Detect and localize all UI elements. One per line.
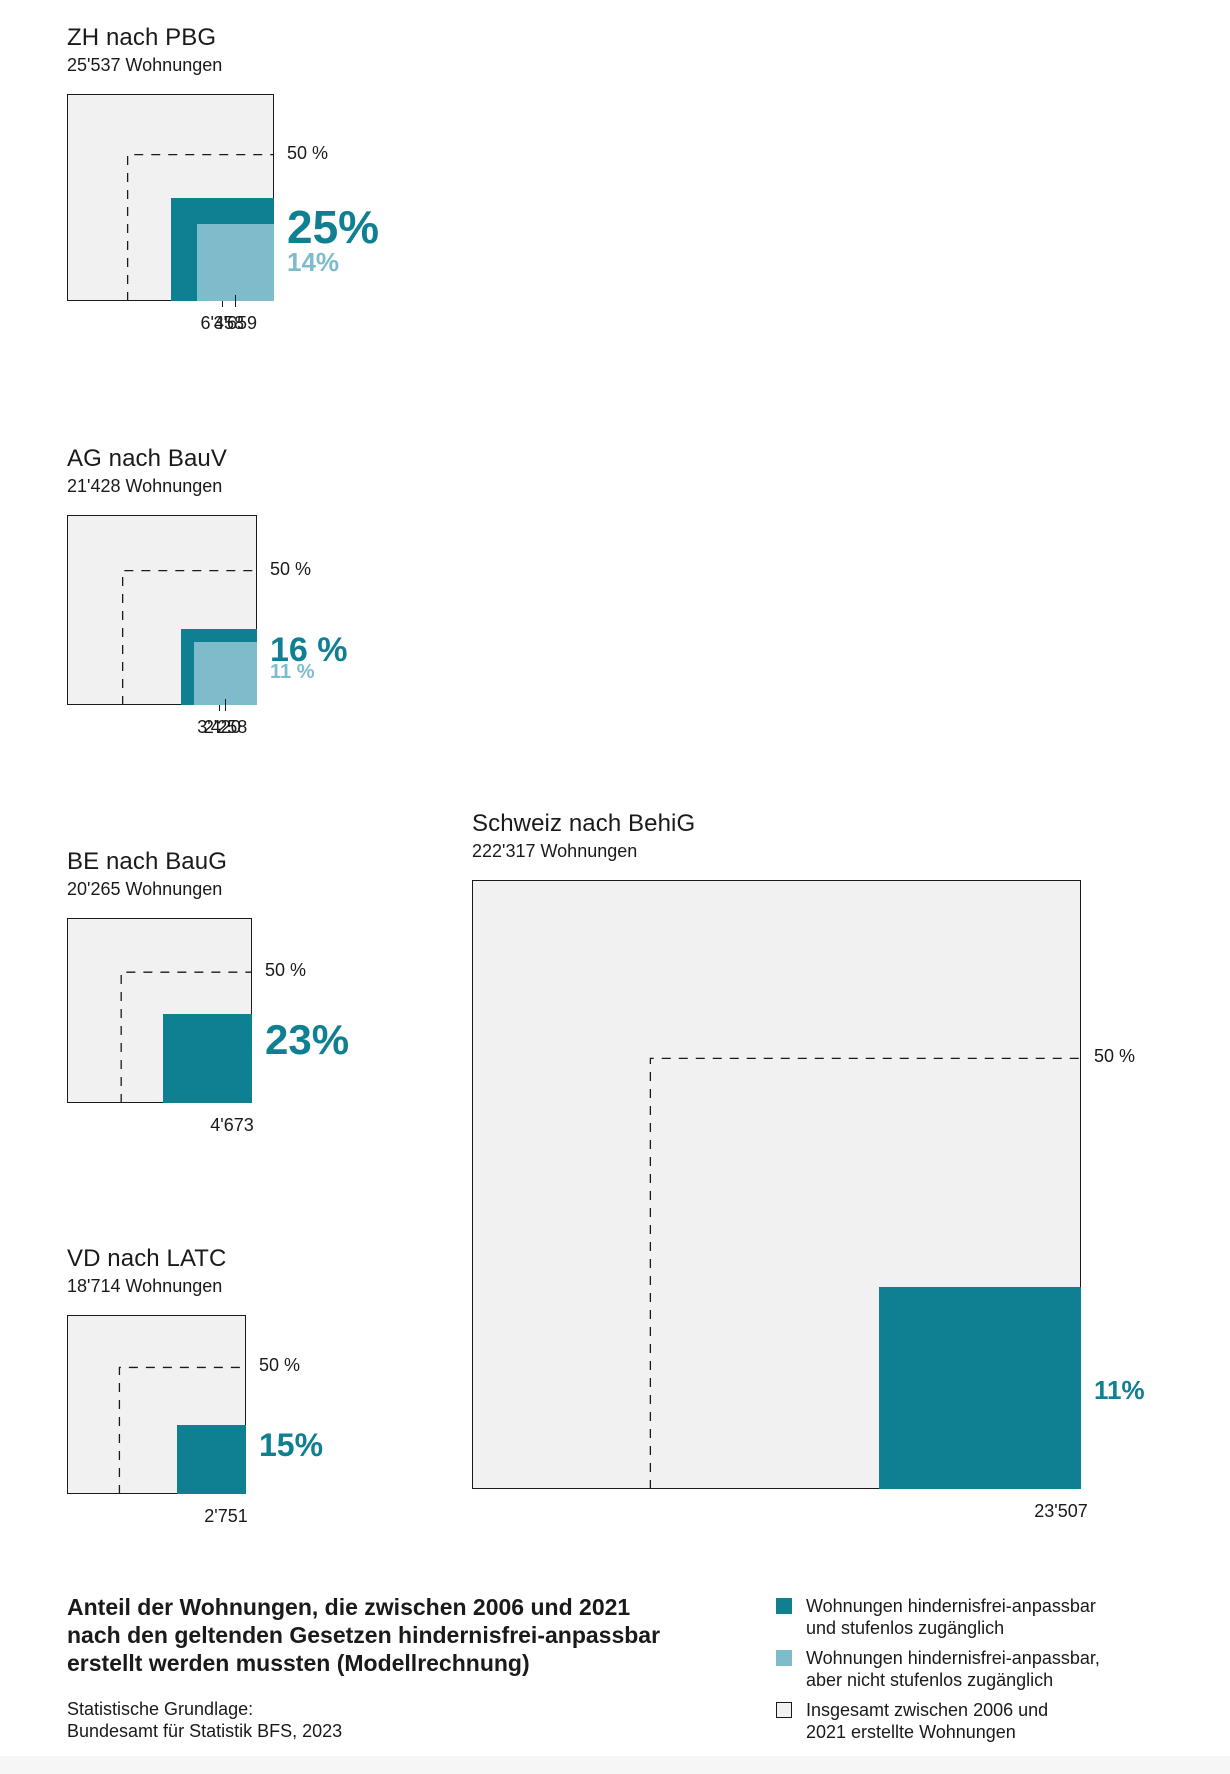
count-label: 23'507 [1034,1501,1088,1521]
footer-title: Anteil der Wohnungen, die zwischen 2006 … [67,1594,661,1676]
primary-percent-label: 25% [287,200,380,253]
count-tick [235,295,237,307]
legend-label: Insgesamt zwischen 2006 und 2021 erstell… [806,1700,1049,1742]
panel-subtitle: 20'265 Wohnungen [67,879,223,899]
source-line-2: Bundesamt für Statistik BFS, 2023 [67,1721,343,1741]
count-label: 3'659 [213,313,258,333]
panel-title: VD nach LATC [67,1245,227,1272]
primary-percent-label: 23% [265,1016,350,1064]
reference-dashed-square [121,569,257,705]
reference-dashed-square [649,1057,1081,1489]
count-label: 2'258 [203,717,248,737]
panel-subtitle: 25'537 Wohnungen [67,55,223,75]
secondary-percent-label: 11 % [270,661,315,684]
legend-label: Wohnungen hindernisfrei-anpassbar und st… [806,1596,1096,1638]
count-tick [219,699,220,711]
panel-title: Schweiz nach BehiG [472,810,696,837]
panel-title: BE nach BauG [67,848,227,875]
reference-label: 50 % [265,960,307,981]
count-tick [225,699,227,711]
reference-line [126,153,274,301]
count-label: 2'751 [204,1506,248,1526]
primary-share-square [163,1014,252,1103]
reference-line [118,1366,246,1494]
reference-label: 50 % [270,558,312,579]
count-label: 3'420 [197,717,241,737]
secondary-share-square [196,223,274,301]
secondary-share-square [193,641,257,705]
primary-share-square [879,1287,1081,1489]
source-line-1: Statistische Grundlage: [67,1699,254,1719]
legend-swatch-primary [776,1598,792,1614]
count-label: 4'673 [210,1115,254,1135]
panel-subtitle: 222'317 Wohnungen [472,841,638,861]
count-label: 6'458 [200,313,244,333]
reference-dashed-square [126,153,274,301]
secondary-percent-label: 14% [287,247,340,278]
reference-label: 50 % [259,1355,301,1376]
panel-title: AG nach BauV [67,445,227,472]
panel-subtitle: 21'428 Wohnungen [67,476,223,496]
primary-percent-label: 11% [1094,1375,1145,1405]
panel-title: ZH nach PBG [67,24,217,51]
legend-swatch-secondary [776,1650,792,1666]
primary-share-square [176,1424,246,1494]
panel-subtitle: 18'714 Wohnungen [67,1276,223,1296]
primary-percent-label: 16 % [270,631,348,669]
reference-label: 50 % [1094,1046,1136,1067]
footer-source: Statistische Grundlage: Bundesamt für St… [67,1698,427,1742]
reference-label: 50 % [287,142,329,163]
reference-line [649,1057,1081,1489]
count-tick [222,295,224,307]
reference-dashed-square [118,1366,246,1494]
reference-line [121,569,257,705]
legend-swatch-total [776,1702,792,1718]
bottom-band [0,1756,1230,1774]
primary-percent-label: 15% [259,1426,324,1463]
legend-label: Wohnungen hindernisfrei-anpassbar, aber … [806,1648,1100,1690]
